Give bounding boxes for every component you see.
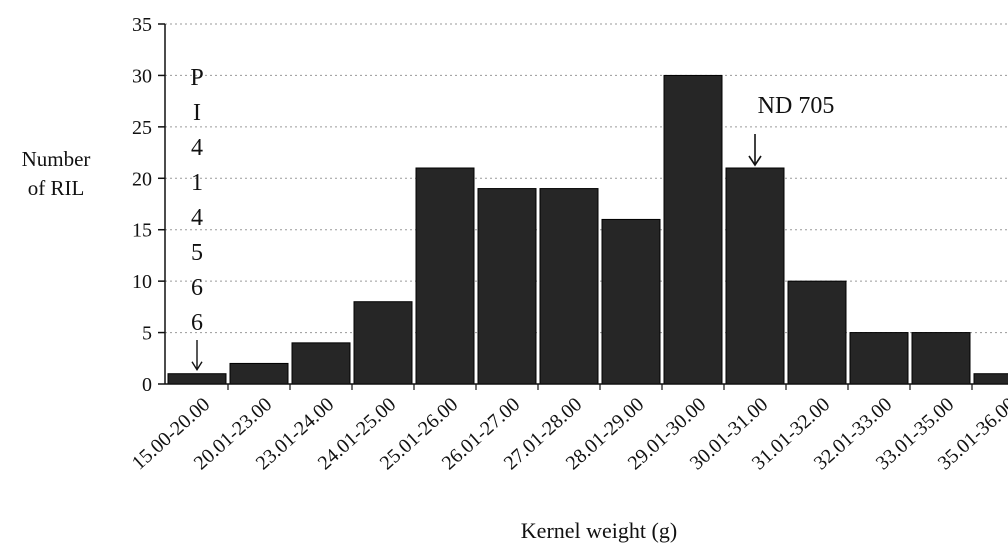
bar-26.01-27.00 [477,188,537,385]
y-axis-label: Number of RIL [6,145,106,203]
bar-20.01-23.00 [229,362,289,385]
x-ticks: 15.00-20.0020.01-23.0023.01-24.0024.01-2… [128,384,1008,474]
bar-35.01-36.00 [973,373,1008,385]
y-tick-label: 30 [132,65,152,87]
y-tick-label: 5 [142,323,152,345]
y-tick-label: 35 [132,14,152,36]
y-ticks: 0 5 10 15 20 25 30 35 [132,14,165,396]
y-tick-label: 25 [132,117,152,139]
y-axis-label-line-2: of RIL [27,176,85,200]
annotation-vertical-char: 6 [191,310,203,336]
y-axis-label-line-1: Number [21,147,91,171]
bar-29.01-30.00 [663,74,723,385]
bars [167,74,1008,385]
axes [164,24,1008,385]
annotation-vertical-char: 4 [191,135,203,161]
bar-32.01-33.00 [849,332,909,385]
bar-23.01-24.00 [291,342,351,385]
bar-30.01-31.00 [725,167,785,385]
bar-15.00-20.00 [167,373,227,385]
annotation-vertical-char: P [190,65,203,91]
bar-33.01-35.00 [911,332,971,385]
annotation-arrowhead [748,155,762,167]
y-tick-label: 20 [132,168,152,190]
annotation-arrowhead [191,361,203,372]
y-tick-label: 10 [132,271,152,293]
annotation-label: ND 705 [758,93,835,119]
x-axis-label: Kernel weight (g) [521,518,677,543]
annotation-vertical-char: I [193,100,201,126]
y-tick-label: 0 [142,374,152,396]
y-tick-label: 15 [132,220,152,242]
annotations: ND 705 PI 4 1 4 5 6 6 [190,65,835,372]
annotation-vertical-char: 6 [191,275,203,301]
annotation-vertical-char: 1 [191,170,203,196]
bar-27.01-28.00 [539,188,599,385]
annotation-vertical-char: 5 [191,240,203,266]
annotation-vertical-char: 4 [191,205,203,231]
bar-31.01-32.00 [787,280,847,385]
bar-24.01-25.00 [353,301,413,385]
bar-25.01-26.00 [415,167,475,385]
bar-28.01-29.00 [601,218,661,385]
